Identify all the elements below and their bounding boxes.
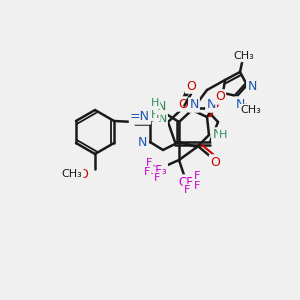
Text: N: N: [137, 136, 147, 148]
Text: O: O: [178, 98, 188, 110]
Text: N: N: [206, 98, 216, 112]
Text: F: F: [146, 158, 152, 168]
Text: N: N: [189, 98, 199, 112]
Text: N: N: [157, 112, 167, 125]
Text: N: N: [247, 80, 257, 94]
Text: F: F: [194, 171, 200, 181]
Text: N: N: [156, 100, 166, 113]
Text: H: H: [151, 110, 159, 120]
Text: H: H: [151, 98, 159, 108]
Text: O: O: [78, 167, 88, 181]
Text: CH₃: CH₃: [61, 169, 82, 179]
Text: N: N: [235, 98, 245, 110]
Text: F: F: [184, 185, 190, 195]
Text: CF₃: CF₃: [178, 176, 198, 188]
Text: O: O: [210, 155, 220, 169]
Text: O: O: [186, 80, 196, 92]
Text: N: N: [212, 128, 222, 142]
Text: H: H: [219, 130, 227, 140]
Text: O: O: [215, 91, 225, 103]
Text: CF₃: CF₃: [147, 164, 167, 176]
Text: F: F: [154, 173, 160, 183]
Text: F: F: [144, 167, 150, 177]
Text: CH₃: CH₃: [234, 51, 254, 61]
Text: F: F: [194, 181, 200, 191]
Text: CH₃: CH₃: [241, 105, 261, 115]
Text: =N: =N: [130, 110, 150, 124]
